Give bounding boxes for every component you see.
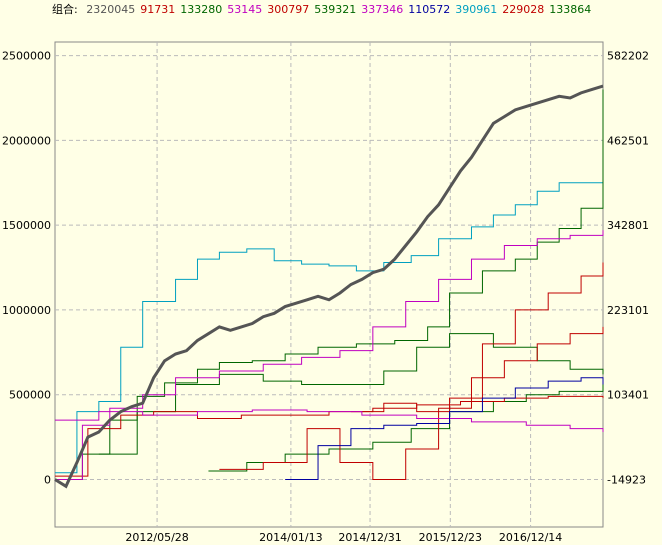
legend-entry: 337346 bbox=[361, 3, 404, 16]
legend-entry: 229028 bbox=[502, 3, 545, 16]
legend-entry: 2320045 bbox=[86, 3, 136, 16]
y-right-tick-label: 103401 bbox=[607, 389, 649, 402]
series-line bbox=[285, 377, 604, 481]
legend-label: 组合: bbox=[52, 3, 78, 16]
y-right-tick-label: 223101 bbox=[607, 304, 649, 317]
y-right-tick-label: 582202 bbox=[607, 50, 649, 63]
y-right-tick-label: -14923 bbox=[607, 474, 646, 487]
y-left-tick-label: 1000000 bbox=[2, 304, 51, 317]
series-line bbox=[350, 262, 604, 413]
series-line bbox=[55, 409, 604, 433]
y-right-tick-label: 462501 bbox=[607, 134, 649, 147]
x-tick-label: 2014/12/31 bbox=[338, 531, 401, 544]
x-tick-label: 2015/12/23 bbox=[419, 531, 482, 544]
legend-entry: 91731 bbox=[140, 3, 176, 16]
y-left-tick-label: 500000 bbox=[9, 389, 51, 402]
series-line bbox=[55, 395, 604, 477]
series-line bbox=[208, 384, 604, 472]
legend-entry: 539321 bbox=[314, 3, 357, 16]
legend-entry: 110572 bbox=[408, 3, 451, 16]
x-tick-label: 2016/12/14 bbox=[499, 531, 562, 544]
y-left-tick-label: 1500000 bbox=[2, 219, 51, 232]
series-line bbox=[54, 84, 604, 489]
legend-entry: 300797 bbox=[267, 3, 310, 16]
legend-entry: 390961 bbox=[455, 3, 498, 16]
legend-entry: 133280 bbox=[180, 3, 223, 16]
y-left-tick-label: 2000000 bbox=[2, 134, 51, 147]
y-right-tick-label: 342801 bbox=[607, 219, 649, 232]
legend-entry: 133864 bbox=[549, 3, 592, 16]
y-left-tick-label: 0 bbox=[44, 474, 51, 487]
series-line bbox=[219, 326, 604, 481]
series-line bbox=[55, 182, 604, 474]
legend-entry: 53145 bbox=[227, 3, 263, 16]
x-tick-label: 2014/01/13 bbox=[259, 531, 322, 544]
plot-area bbox=[54, 41, 604, 528]
x-tick-label: 2012/05/28 bbox=[125, 531, 188, 544]
legend: 组合: 2320045 91731 133280 53145 300797 539321 3… bbox=[52, 2, 596, 18]
y-left-tick-label: 2500000 bbox=[2, 50, 51, 63]
